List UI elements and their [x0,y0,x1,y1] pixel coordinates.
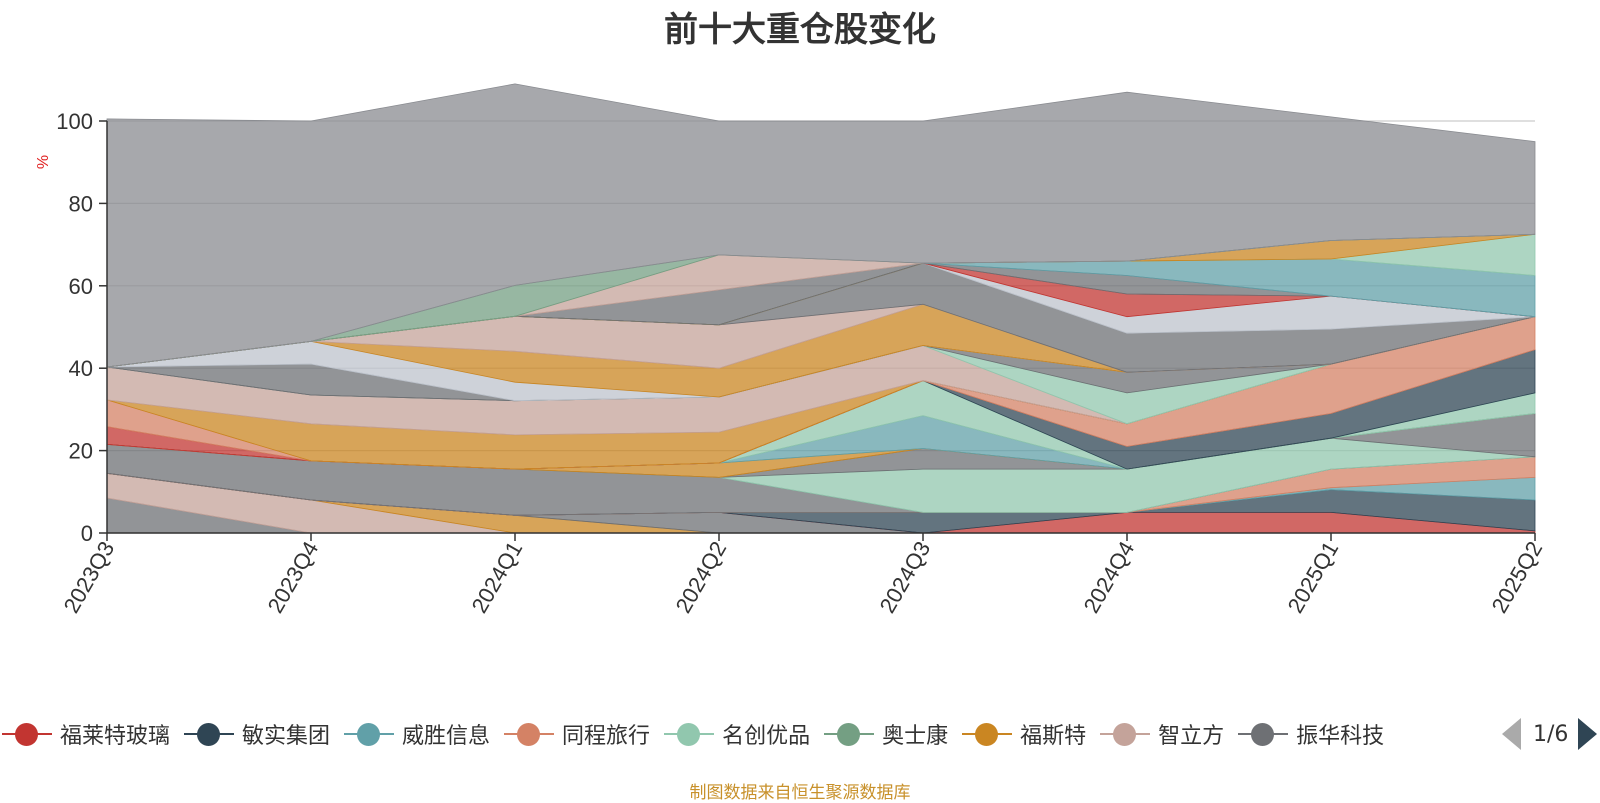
area-series[interactable]: 其他 [106,83,1536,368]
legend-page-indicator: 1/6 [1533,721,1569,747]
y-tick-label: 40 [69,356,93,381]
legend-marker-icon [344,719,395,749]
x-tick-label: 2023Q4 [263,537,324,617]
legend-label: 福斯特 [1020,724,1087,749]
area-series-group[interactable]: 振华科技智立方振华重工菲利华福莱特玻璃敏实集团威胜信息同程旅行德赛电池名创优品菲… [106,83,1536,534]
y-tick-label: 60 [69,274,93,299]
legend-marker-icon [1100,719,1151,749]
source-note: 制图数据来自恒生聚源数据库 [689,783,911,803]
legend-label: 威胜信息 [402,724,491,749]
y-tick-label: 80 [69,191,93,216]
legend-item[interactable]: 福莱特玻璃 [2,714,170,754]
x-tick-label: 2025Q2 [1487,537,1548,617]
y-tick-label: 100 [56,109,93,134]
x-tick-label: 2024Q1 [467,537,528,617]
legend-item[interactable]: 同程旅行 [504,714,650,754]
legend-marker-icon [1238,719,1289,749]
stacked-area-chart: 振华科技智立方振华重工菲利华福莱特玻璃敏实集团威胜信息同程旅行德赛电池名创优品菲… [35,83,1548,617]
legend-item[interactable]: 奥士康 [824,714,948,754]
legend-marker-icon [824,719,875,749]
legend-marker-icon [504,719,555,749]
legend-item[interactable]: 振华科技 [1238,714,1384,754]
x-tick-label: 2024Q3 [875,537,936,617]
legend-label: 敏实集团 [242,724,331,749]
legend-pager: 1/6 [1468,712,1600,756]
x-tick-label: 2024Q2 [671,537,732,617]
y-tick-label: 20 [69,439,93,464]
legend-prev-page-icon[interactable] [1502,718,1521,750]
legend-next-page-icon[interactable] [1578,718,1598,750]
legend-marker-icon [962,719,1013,749]
legend: 福莱特玻璃 敏实集团 威胜信息 同程旅行 名创优品 奥士康 福斯特 智立方 振华科技 [0,712,1600,756]
legend-marker-icon [2,719,52,749]
legend-label: 振华科技 [1296,724,1385,749]
x-tick-label: 2023Q3 [59,537,120,617]
x-tick-label: 2024Q4 [1079,537,1140,617]
legend-label: 名创优品 [722,724,811,749]
y-axis-label: % [35,155,52,169]
legend-item[interactable]: 敏实集团 [184,714,330,754]
legend-item[interactable]: 名创优品 [664,714,810,754]
legend-item[interactable]: 智立方 [1100,714,1224,754]
y-tick-label: 0 [81,521,93,546]
legend-marker-icon [184,719,235,749]
legend-label: 同程旅行 [562,724,651,749]
legend-label: 智立方 [1158,724,1225,749]
legend-label: 奥士康 [882,724,949,749]
x-tick-label: 2025Q1 [1283,537,1344,617]
chart-title: 前十大重仓股变化 [664,10,936,50]
legend-item[interactable]: 威胜信息 [344,714,490,754]
legend-label: 福莱特玻璃 [60,724,171,749]
legend-item[interactable]: 福斯特 [962,714,1086,754]
legend-marker-icon [664,719,715,749]
